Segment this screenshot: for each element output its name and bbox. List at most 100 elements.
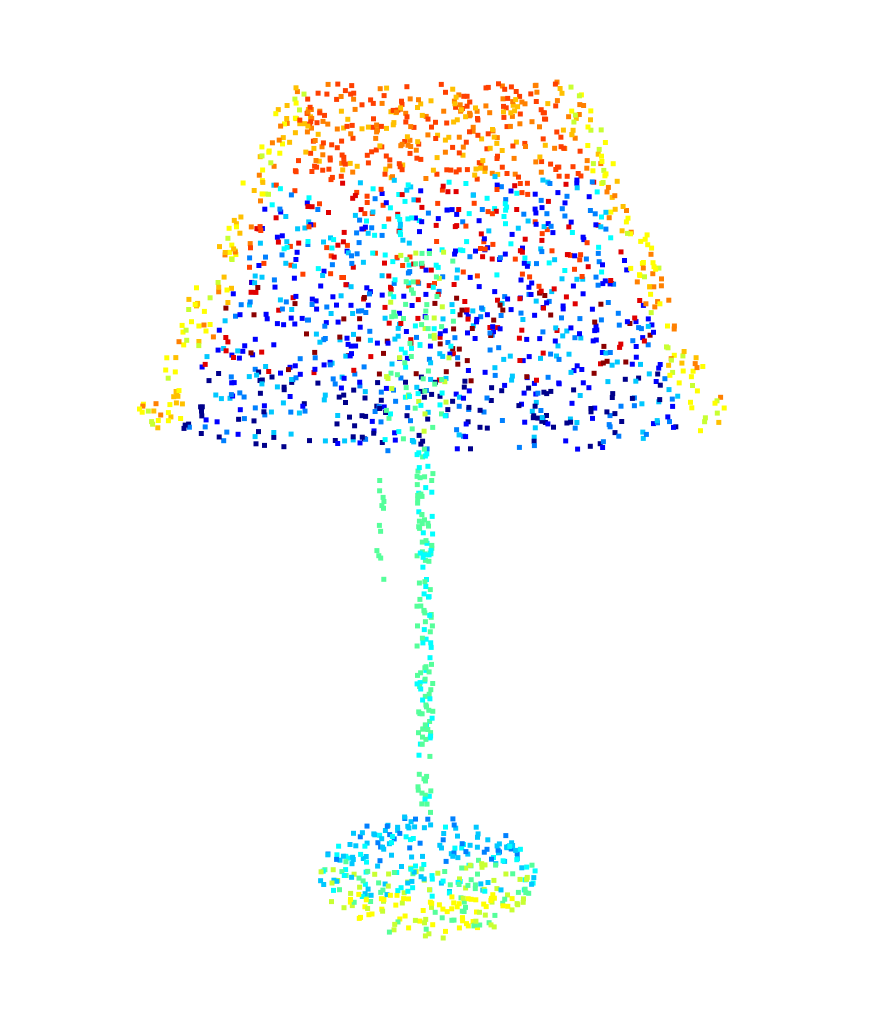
shade-point bbox=[283, 260, 289, 266]
shade-point bbox=[203, 417, 209, 423]
shade-point bbox=[609, 194, 615, 200]
shade-point bbox=[680, 353, 686, 359]
shade-point bbox=[289, 379, 295, 385]
shade-point bbox=[287, 394, 293, 399]
base-point bbox=[334, 852, 340, 858]
shade-point bbox=[207, 322, 213, 327]
base-point bbox=[513, 847, 519, 853]
base-point bbox=[408, 866, 414, 872]
shade-point bbox=[573, 115, 579, 121]
base-point bbox=[482, 912, 488, 918]
shade-point bbox=[406, 262, 412, 268]
shade-point bbox=[526, 284, 532, 290]
base-point bbox=[429, 904, 434, 910]
shade-point bbox=[301, 91, 307, 97]
shade-point bbox=[293, 100, 299, 106]
shade-point bbox=[607, 424, 613, 430]
shade-point bbox=[590, 161, 596, 167]
base-point bbox=[436, 902, 442, 908]
shade-point bbox=[457, 102, 463, 108]
shade-point bbox=[349, 122, 355, 128]
shade-inner-point bbox=[433, 274, 439, 280]
shade-point bbox=[689, 405, 695, 411]
shade-point bbox=[312, 163, 318, 169]
shade-point bbox=[478, 314, 484, 320]
shade-point bbox=[693, 355, 699, 361]
shade-point bbox=[531, 434, 537, 440]
shade-point bbox=[257, 240, 263, 246]
shade-point bbox=[252, 366, 258, 372]
shade-point bbox=[392, 437, 398, 443]
shade-inner-point bbox=[416, 399, 422, 404]
shade-point bbox=[387, 205, 393, 211]
stem-point bbox=[422, 665, 428, 671]
shade-point bbox=[437, 393, 443, 399]
shade-point bbox=[312, 366, 318, 372]
base-point bbox=[444, 909, 450, 915]
shade-point bbox=[514, 190, 520, 196]
shade-point bbox=[256, 369, 262, 375]
shade-point bbox=[548, 223, 554, 229]
shade-point bbox=[519, 99, 525, 105]
shade-point bbox=[605, 379, 611, 385]
shade-point bbox=[526, 385, 532, 391]
shade-point bbox=[482, 168, 488, 174]
shade-point bbox=[334, 145, 340, 151]
stem-point bbox=[420, 554, 426, 560]
shade-point bbox=[474, 108, 480, 114]
shade-point bbox=[503, 221, 508, 227]
shade-point bbox=[598, 361, 603, 367]
shade-point bbox=[241, 416, 247, 422]
shade-point bbox=[467, 112, 473, 118]
base-point bbox=[387, 832, 393, 838]
shade-point bbox=[258, 198, 263, 204]
shade-point bbox=[362, 224, 368, 230]
shade-point bbox=[202, 424, 208, 430]
base-point bbox=[488, 922, 494, 928]
base-point bbox=[502, 896, 508, 902]
shade-point bbox=[622, 376, 628, 382]
base-point bbox=[456, 925, 462, 931]
shade-point bbox=[493, 208, 499, 214]
shade-point bbox=[403, 379, 408, 385]
shade-point bbox=[364, 200, 370, 205]
shade-point bbox=[406, 240, 412, 246]
shade-point bbox=[502, 86, 508, 92]
base-point bbox=[331, 877, 337, 883]
shade-inner-point bbox=[431, 315, 437, 321]
shade-point bbox=[588, 406, 594, 411]
shade-point bbox=[416, 432, 422, 438]
shade-point bbox=[585, 143, 591, 148]
shade-point bbox=[510, 102, 516, 108]
shade-point bbox=[578, 252, 584, 258]
shade-point bbox=[248, 245, 253, 251]
shade-point bbox=[473, 105, 478, 111]
stem-point bbox=[423, 778, 428, 784]
shade-point bbox=[288, 192, 294, 198]
shade-point bbox=[404, 413, 410, 419]
shade-point bbox=[174, 393, 180, 398]
shade-point bbox=[379, 292, 385, 298]
shade-point bbox=[450, 144, 456, 150]
shade-point bbox=[371, 430, 377, 436]
shade-inner-point bbox=[394, 372, 400, 378]
shade-inner-point bbox=[439, 390, 445, 396]
base-point bbox=[435, 870, 441, 876]
base-point bbox=[368, 899, 374, 904]
shade-point bbox=[395, 325, 401, 331]
stem-point bbox=[421, 627, 427, 633]
shade-point bbox=[539, 418, 545, 424]
shade-point bbox=[300, 403, 306, 409]
shade-point bbox=[373, 135, 379, 141]
shade-point bbox=[414, 384, 420, 390]
shade-point bbox=[383, 153, 389, 159]
shade-point bbox=[545, 374, 551, 380]
shade-point bbox=[549, 248, 555, 254]
base-point bbox=[406, 896, 411, 902]
shade-point bbox=[612, 430, 618, 436]
shade-point bbox=[599, 214, 604, 220]
base-point bbox=[402, 814, 408, 820]
base-point bbox=[395, 888, 401, 894]
stem-point bbox=[426, 793, 432, 799]
shade-point bbox=[329, 174, 335, 180]
